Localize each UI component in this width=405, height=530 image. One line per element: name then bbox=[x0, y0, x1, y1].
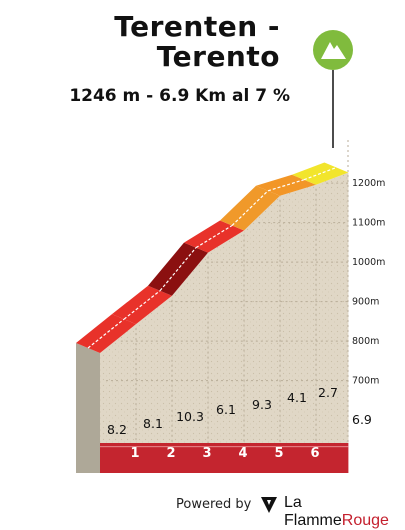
road-centerline bbox=[159, 247, 197, 292]
segment-gradient-label: 8.1 bbox=[143, 416, 163, 431]
front-face bbox=[100, 402, 349, 443]
total-distance-label: 6.9 bbox=[352, 412, 372, 427]
road-centerline bbox=[195, 225, 233, 249]
km-label: 5 bbox=[274, 446, 283, 461]
powered-by-label: Powered by bbox=[176, 497, 252, 512]
road-centerline bbox=[303, 166, 337, 181]
mountain-glyph bbox=[321, 42, 346, 59]
road-centerline bbox=[87, 318, 125, 349]
segment-gradient-label: 8.2 bbox=[107, 422, 127, 437]
profile-side-face bbox=[76, 343, 100, 473]
road-segment bbox=[148, 242, 208, 296]
segment-gradient-label: 4.1 bbox=[287, 390, 307, 405]
elevation-tick-label: 1000m bbox=[352, 257, 385, 268]
elevation-tick-label: 1200m bbox=[352, 178, 385, 189]
elevation-tick-label: 800m bbox=[352, 336, 379, 347]
climb-title-line-1: Terenten - bbox=[114, 10, 280, 43]
profile-base-band bbox=[100, 443, 349, 473]
km-label: 6 bbox=[310, 446, 319, 461]
road-centerline bbox=[123, 290, 161, 320]
segment-gradient-label: 6.1 bbox=[216, 402, 236, 417]
profile-body bbox=[100, 172, 349, 444]
brand-name: La FlammeRouge bbox=[284, 494, 389, 529]
km-label: 3 bbox=[202, 446, 211, 461]
flame-logo-icon bbox=[261, 497, 277, 513]
road-segment bbox=[76, 314, 136, 353]
climb-title-line-2: Terento bbox=[156, 40, 280, 73]
climb-subtitle: 1246 m - 6.9 Km al 7 % bbox=[69, 86, 290, 106]
elevation-tick-label: 900m bbox=[352, 297, 379, 308]
km-label: 1 bbox=[130, 446, 139, 461]
segment-gradient-label: 10.3 bbox=[176, 409, 204, 424]
road-centerline bbox=[267, 179, 305, 192]
road-segment bbox=[256, 174, 316, 196]
elevation-tick-label: 1100m bbox=[352, 218, 385, 229]
elevation-profile-chart: 8.2 8.1 10.3 6.1 9.3 4.1 2.7 1 2 3 4 5 6 6.9 700m 800m… bbox=[76, 30, 385, 473]
base-band-highlight bbox=[100, 446, 349, 448]
km-label: 2 bbox=[166, 446, 175, 461]
km-label: 4 bbox=[238, 446, 247, 461]
elevation-tick-label: 700m bbox=[352, 376, 379, 387]
road-centerline bbox=[231, 190, 269, 226]
segment-gradient-label: 2.7 bbox=[318, 385, 338, 400]
segment-gradient-label: 9.3 bbox=[252, 397, 272, 412]
